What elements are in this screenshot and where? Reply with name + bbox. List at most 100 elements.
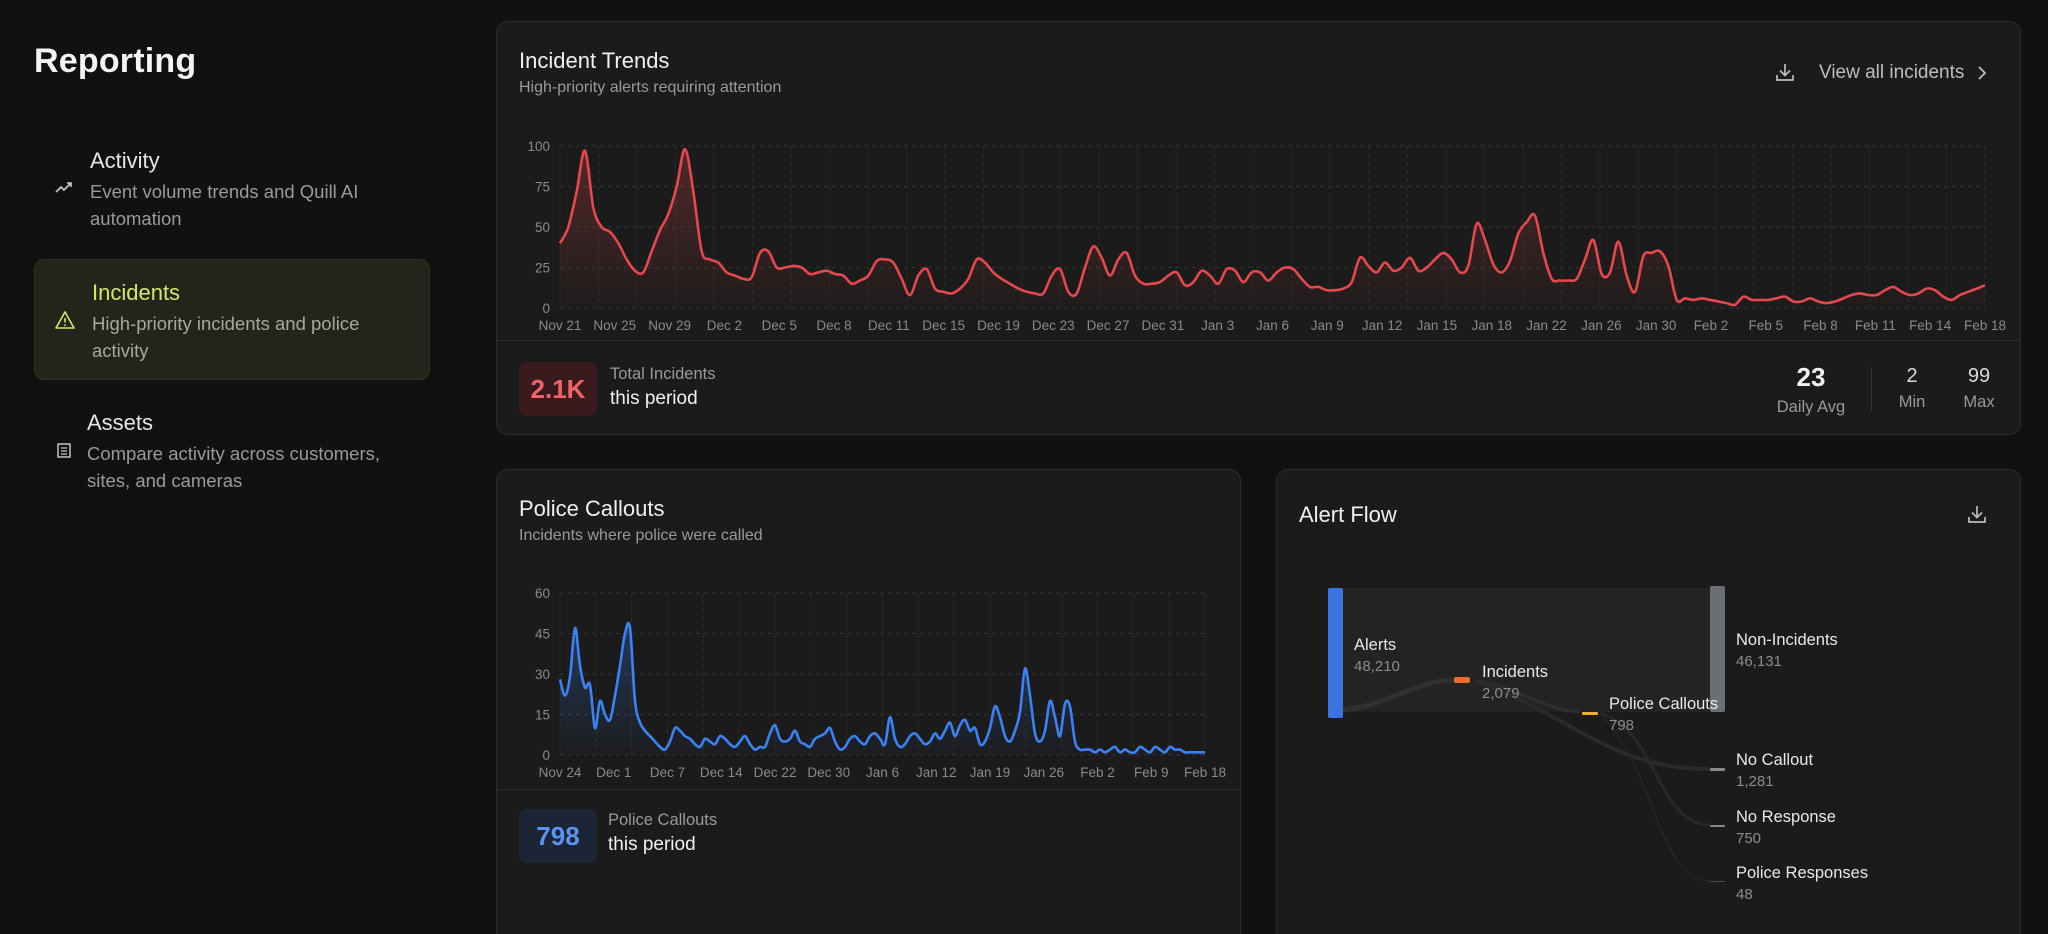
x-tick-label: Dec 15 — [922, 318, 965, 333]
download-icon[interactable] — [1965, 502, 1989, 526]
card-title: Incident Trends — [519, 48, 670, 73]
y-tick-label: 25 — [535, 261, 550, 276]
total-incidents-badge: 2.1K — [519, 362, 597, 416]
y-tick-label: 0 — [542, 301, 550, 316]
card-subtitle: High-priority alerts requiring attention — [519, 79, 782, 96]
x-tick-label: Feb 11 — [1855, 318, 1896, 333]
flow-value-no-response: 750 — [1736, 830, 1761, 847]
flow-label-no-response: No Response — [1736, 808, 1836, 826]
card-divider — [497, 340, 2020, 341]
flow-label-incidents: Incidents — [1482, 663, 1548, 681]
x-tick-label: Jan 18 — [1471, 318, 1512, 333]
flow-node-no-response — [1710, 825, 1725, 827]
x-tick-label: Feb 9 — [1134, 765, 1169, 780]
x-tick-label: Dec 23 — [1032, 318, 1075, 333]
flow-value-incidents: 2,079 — [1482, 685, 1520, 702]
y-tick-label: 15 — [535, 708, 550, 723]
x-tick-label: Dec 5 — [762, 318, 797, 333]
warning-icon — [55, 311, 75, 329]
card-title: Alert Flow — [1299, 502, 1397, 527]
flow-link-incidents-callouts — [1473, 679, 1581, 714]
x-tick-label: Feb 5 — [1749, 318, 1784, 333]
flow-value-police-callouts: 798 — [1609, 717, 1634, 734]
y-tick-label: 0 — [542, 748, 550, 763]
flow-value-police-responses: 48 — [1736, 886, 1753, 903]
download-icon[interactable] — [1773, 60, 1797, 84]
police-callouts-label: Police Callouts — [608, 811, 718, 829]
sidebar-item-desc: High-priority incidents and police activ… — [92, 313, 360, 361]
police-callouts-badge: 798 — [519, 809, 597, 863]
alert-flow-card: Alert Flow Alerts 48,210 Incidents 2,079… — [1276, 469, 2021, 934]
flow-label-alerts: Alerts — [1354, 636, 1396, 654]
sidebar-item-assets[interactable]: Assets Compare activity across customers… — [34, 404, 430, 504]
card-title: Police Callouts — [519, 496, 665, 521]
sidebar-item-desc: Compare activity across customers, sites… — [87, 443, 381, 491]
x-tick-label: Jan 12 — [916, 765, 957, 780]
y-tick-label: 45 — [535, 627, 550, 642]
police-callouts-period: this period — [608, 834, 696, 855]
series-line — [558, 147, 1986, 307]
x-tick-label: Nov 24 — [539, 765, 582, 780]
building-icon — [57, 443, 71, 458]
daily-avg-value: 23 — [1796, 362, 1826, 392]
flow-label-non-incidents: Non-Incidents — [1736, 631, 1838, 649]
sidebar-item-title: Activity — [90, 148, 160, 173]
x-tick-label: Feb 14 — [1909, 318, 1952, 333]
daily-avg-label: Daily Avg — [1776, 398, 1846, 416]
x-tick-label: Jan 30 — [1636, 318, 1677, 333]
sidebar: Reporting Activity Event volume trends a… — [0, 0, 464, 934]
min-value: 2 — [1906, 365, 1918, 387]
x-tick-label: Jan 26 — [1023, 765, 1064, 780]
x-tick-label: Dec 27 — [1087, 318, 1130, 333]
chevron-right-icon — [1978, 66, 1987, 80]
flow-node-police-callouts — [1582, 712, 1598, 715]
card-subtitle: Incidents where police were called — [519, 527, 763, 544]
max-value: 99 — [1967, 365, 1991, 387]
x-tick-label: Dec 2 — [707, 318, 742, 333]
x-tick-label: Jan 26 — [1581, 318, 1622, 333]
x-tick-label: Jan 6 — [866, 765, 899, 780]
sidebar-item-title: Assets — [87, 410, 154, 435]
x-tick-label: Feb 2 — [1694, 318, 1729, 333]
x-tick-label: Nov 21 — [539, 318, 582, 333]
x-tick-label: Jan 15 — [1417, 318, 1458, 333]
y-tick-label: 100 — [527, 139, 550, 154]
view-all-incidents-link[interactable]: View all incidents — [1819, 60, 1992, 86]
x-tick-label: Dec 22 — [754, 765, 797, 780]
flow-link-callouts-no-response — [1599, 711, 1711, 827]
app-title: Reporting — [34, 42, 197, 80]
police-callouts-card: Police Callouts Incidents where police w… — [496, 469, 1241, 934]
alert-flow-sankey: Alerts 48,210 Incidents 2,079 Police Cal… — [1328, 586, 1868, 903]
x-tick-label: Dec 7 — [650, 765, 685, 780]
flow-value-non-incidents: 46,131 — [1736, 653, 1782, 670]
max-label: Max — [1963, 393, 1995, 411]
x-tick-label: Dec 1 — [596, 765, 631, 780]
sidebar-item-desc: Event volume trends and Quill AI automat… — [90, 181, 359, 229]
min-label: Min — [1898, 393, 1926, 411]
series-line — [558, 621, 1205, 755]
series-area — [560, 149, 1985, 308]
sidebar-item-incidents[interactable]: Incidents High-priority incidents and po… — [34, 259, 430, 380]
y-tick-label: 60 — [535, 586, 550, 601]
flow-node-non-incidents — [1710, 586, 1725, 712]
x-tick-label: Dec 11 — [868, 318, 910, 333]
trend-up-icon — [55, 182, 72, 193]
incident-trends-chart: 0 25 50 75 100 Nov 21 Nov 25 Nov 29 Dec 2 Dec 5 De… — [527, 139, 2006, 333]
total-incidents-label: Total Incidents — [610, 365, 716, 383]
x-tick-label: Jan 9 — [1311, 318, 1344, 333]
x-tick-label: Feb 18 — [1184, 765, 1226, 780]
x-tick-label: Nov 25 — [593, 318, 636, 333]
x-tick-label: Feb 8 — [1803, 318, 1838, 333]
x-tick-label: Jan 3 — [1201, 318, 1234, 333]
x-tick-label: Dec 19 — [977, 318, 1020, 333]
x-tick-label: Dec 8 — [816, 318, 851, 333]
sidebar-item-title: Incidents — [92, 280, 181, 305]
flow-link-callouts-responses — [1599, 713, 1711, 882]
stats-divider — [1871, 367, 1872, 411]
sidebar-item-activity[interactable]: Activity Event volume trends and Quill A… — [34, 140, 430, 240]
flow-value-alerts: 48,210 — [1354, 658, 1400, 675]
x-tick-label: Feb 2 — [1080, 765, 1115, 780]
flow-value-no-callout: 1,281 — [1736, 773, 1774, 790]
incident-trends-card: Incident Trends High-priority alerts req… — [496, 21, 2021, 435]
total-incidents-period: this period — [610, 388, 698, 409]
